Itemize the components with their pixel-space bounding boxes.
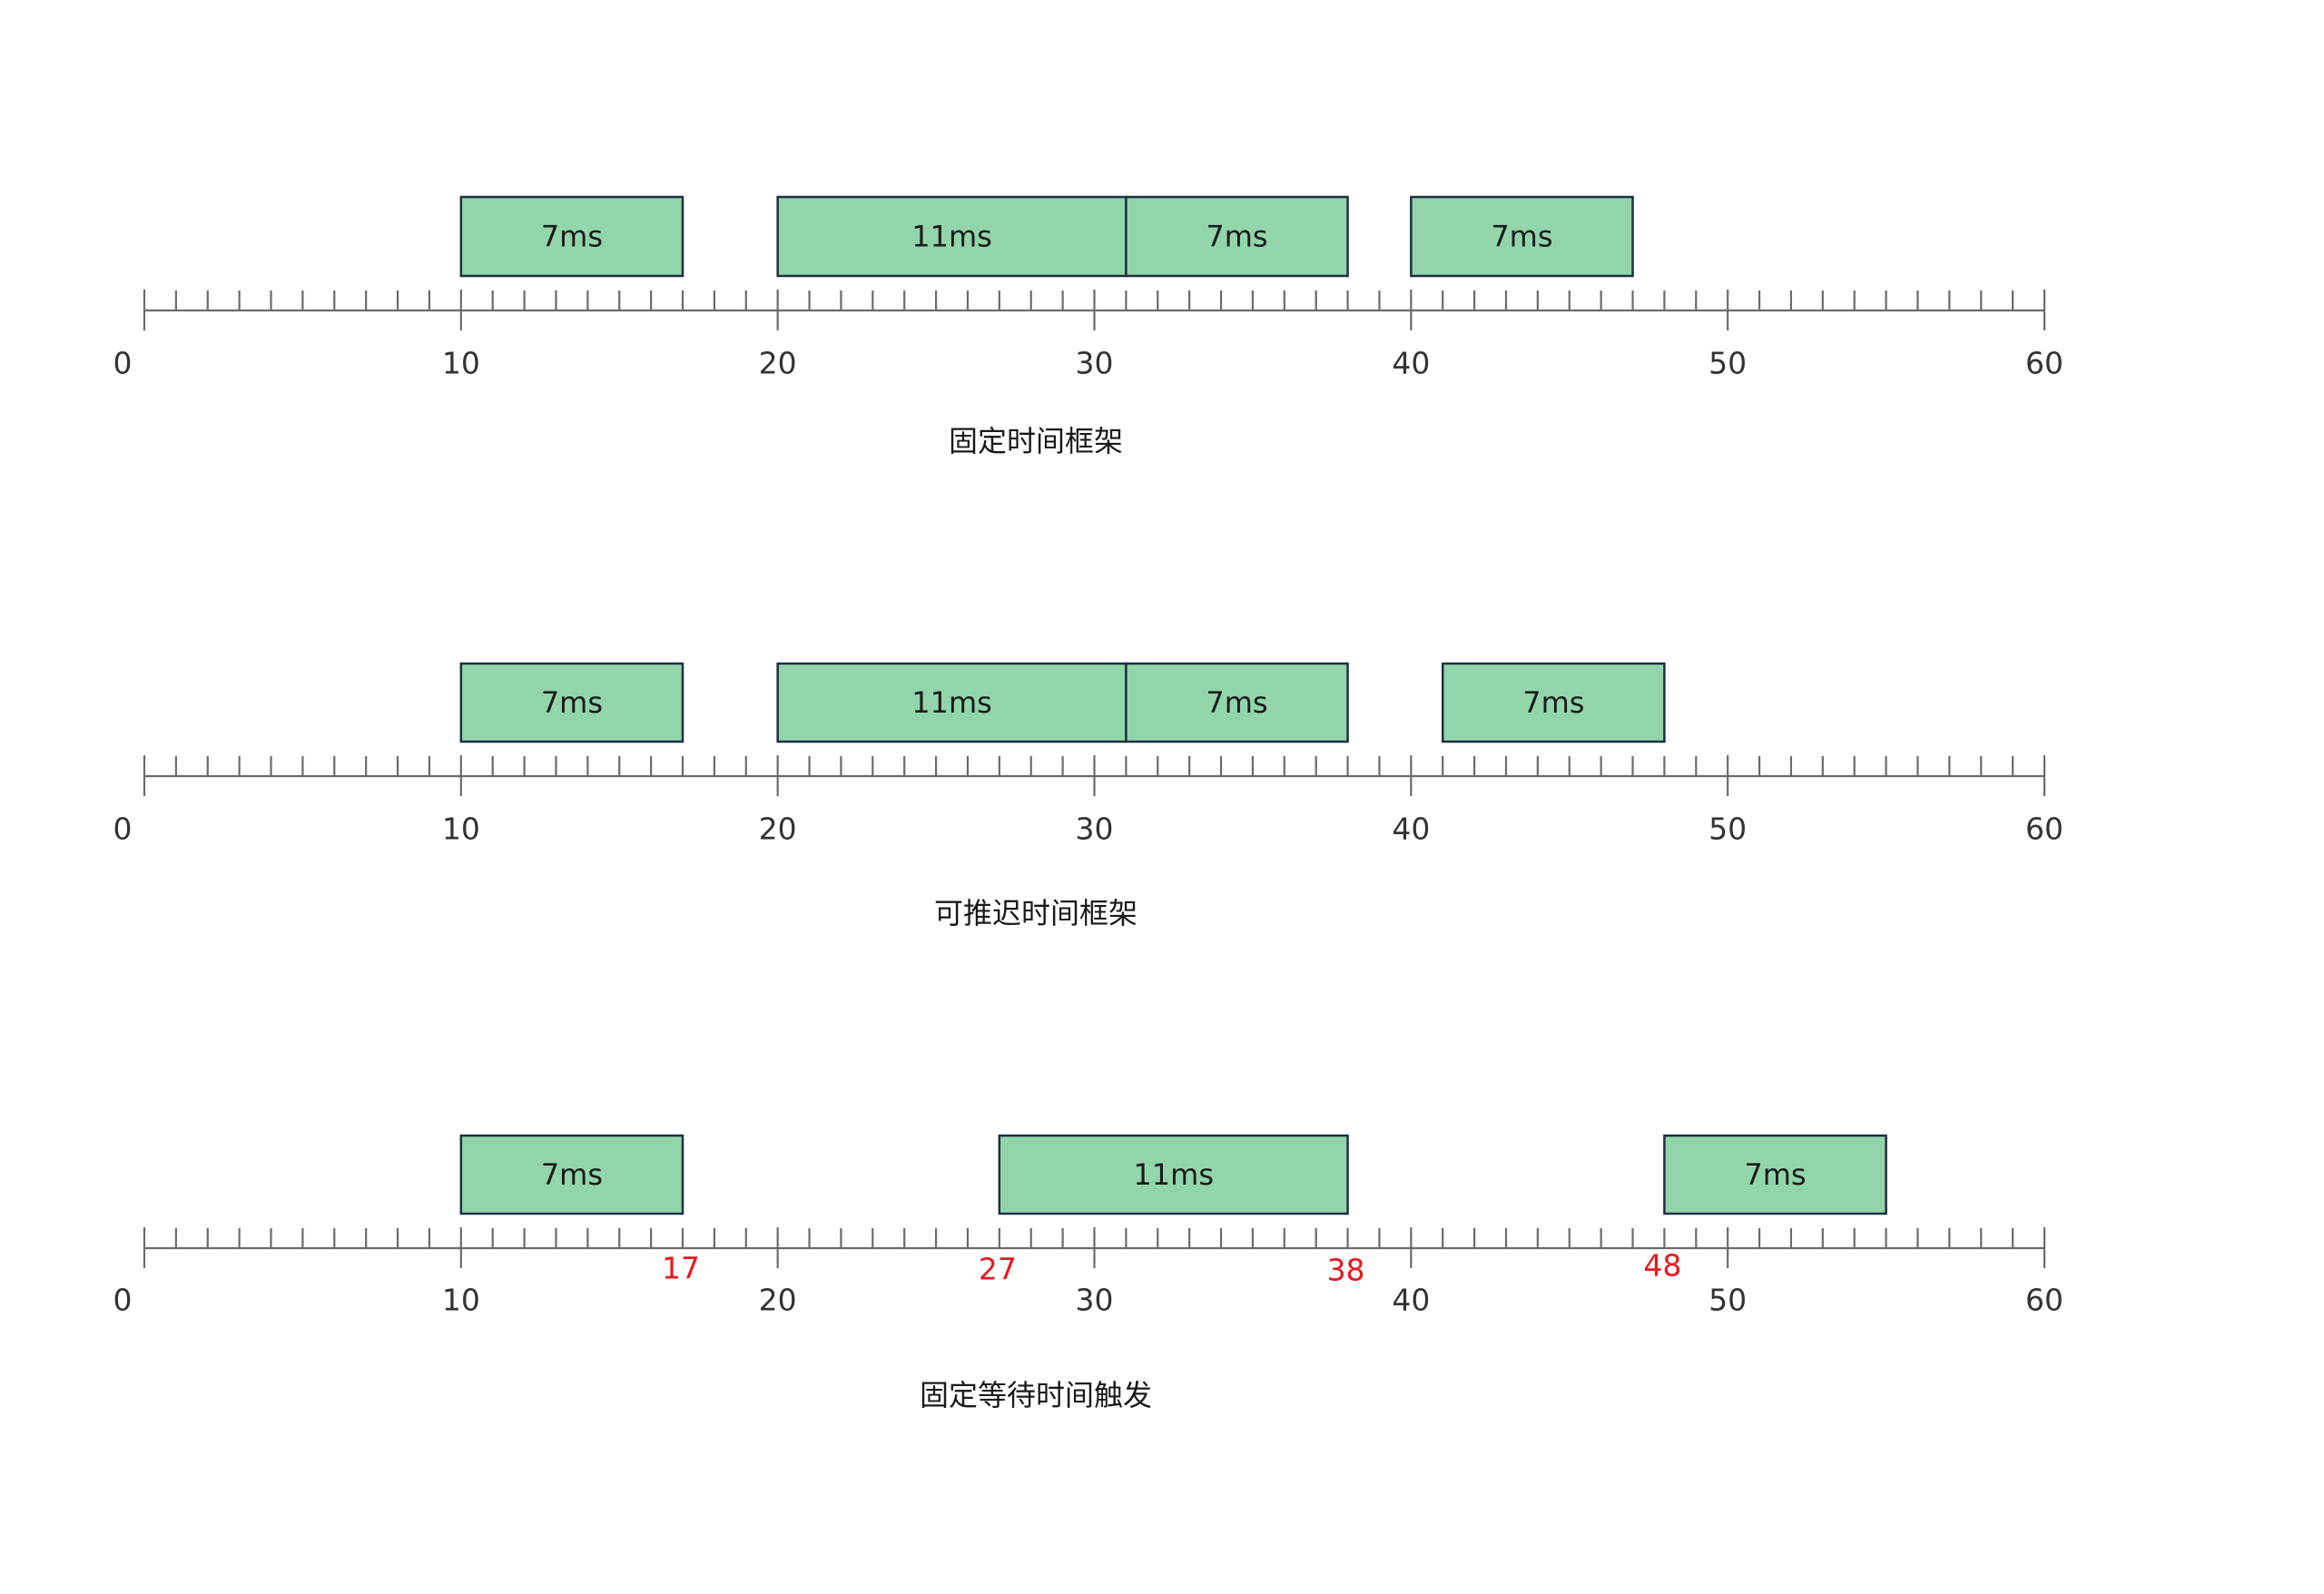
axis-tick-label: 10 — [442, 812, 480, 847]
task-block-rect — [459, 195, 684, 278]
axis-tick-label: 50 — [1709, 812, 1747, 847]
axis-tick-label: 0 — [113, 812, 133, 847]
task-block-rect — [1663, 1134, 1887, 1215]
axis-tick-label: 40 — [1392, 346, 1430, 381]
axis-tick-label: 0 — [113, 346, 133, 381]
axis-tick-label: 10 — [442, 1283, 480, 1318]
axis-tick-label: 30 — [1076, 812, 1114, 847]
axis-tick-label: 60 — [2025, 346, 2063, 381]
task-block: 7ms — [459, 195, 684, 278]
axis-ticks — [143, 755, 2046, 796]
axis-tick-label: 40 — [1392, 812, 1430, 847]
task-block: 7ms — [1410, 195, 1634, 278]
task-block: 7ms — [1125, 662, 1349, 743]
task-block-rect — [459, 662, 684, 743]
task-block-rect — [1125, 195, 1349, 278]
timeline-1: 7ms 11ms 7ms 7ms 0 10 20 30 40 50 60 固定时间框架 — [113, 195, 2063, 458]
task-block: 7ms — [1441, 662, 1666, 743]
trigger-time-label: 48 — [1643, 1248, 1681, 1284]
task-block: 7ms — [1125, 195, 1349, 278]
axis-tick-label: 30 — [1076, 1283, 1114, 1318]
task-block: 7ms — [459, 1134, 684, 1215]
axis-tick-label: 0 — [113, 1283, 133, 1318]
axis-tick-label: 20 — [759, 812, 797, 847]
task-block-label: 11ms — [911, 220, 992, 254]
task-block-rect — [998, 1134, 1349, 1215]
axis-tick-label: 50 — [1709, 346, 1747, 381]
task-block-label: 7ms — [541, 1157, 603, 1192]
task-block-label: 7ms — [541, 220, 603, 254]
task-block-label: 7ms — [1206, 685, 1267, 720]
axis-tick-label: 60 — [2025, 1283, 2063, 1318]
axis-tick-label: 30 — [1076, 346, 1114, 381]
task-block-label: 11ms — [911, 685, 992, 720]
task-block-label: 7ms — [1206, 220, 1267, 254]
timeline-caption: 可推迟时间框架 — [934, 896, 1137, 930]
task-block-rect — [776, 195, 1128, 278]
axis-tick-label: 20 — [759, 346, 797, 381]
task-block-rect — [459, 1134, 684, 1215]
timeline-caption: 固定等待时间触发 — [920, 1378, 1152, 1412]
timeline-3: 7ms 11ms 7ms 0 10 20 30 40 50 60 17 27 38 48 固定等待时间触发 — [113, 1134, 2063, 1412]
timeline-2: 7ms 11ms 7ms 7ms 0 10 20 30 40 50 60 可推迟时间框架 — [113, 662, 2063, 930]
task-block: 11ms — [776, 195, 1128, 278]
task-block: 11ms — [776, 662, 1128, 743]
task-block: 11ms — [998, 1134, 1349, 1215]
axis-ticks — [143, 1227, 2046, 1268]
task-block: 7ms — [459, 662, 684, 743]
axis-ticks — [143, 290, 2046, 330]
task-block-label: 7ms — [1744, 1157, 1806, 1192]
task-block-rect — [1410, 195, 1634, 278]
task-block-rect — [776, 662, 1128, 743]
axis-tick-label: 50 — [1709, 1283, 1747, 1318]
axis-tick-label: 40 — [1392, 1283, 1430, 1318]
task-block-label: 7ms — [1522, 685, 1584, 720]
axis-tick-label: 60 — [2025, 812, 2063, 847]
task-block-label: 11ms — [1133, 1157, 1214, 1192]
axis-tick-label: 20 — [759, 1283, 797, 1318]
axis-tick-label: 10 — [442, 346, 480, 381]
task-block-label: 7ms — [541, 685, 603, 720]
trigger-time-label: 17 — [662, 1251, 700, 1286]
task-block-rect — [1125, 662, 1349, 743]
trigger-time-label: 38 — [1327, 1253, 1365, 1288]
timeline-caption: 固定时间框架 — [949, 424, 1123, 458]
task-block-label: 7ms — [1491, 220, 1552, 254]
trigger-time-label: 27 — [979, 1252, 1017, 1287]
task-block-rect — [1441, 662, 1666, 743]
task-block: 7ms — [1663, 1134, 1887, 1215]
